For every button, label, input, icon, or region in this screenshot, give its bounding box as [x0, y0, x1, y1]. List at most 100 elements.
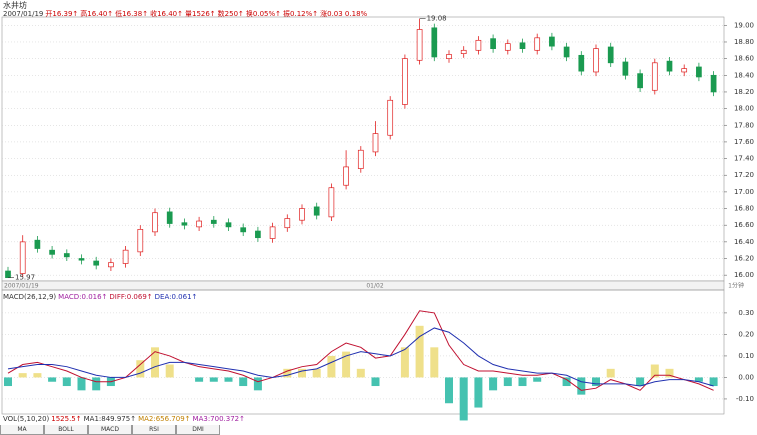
candle-body — [34, 239, 41, 249]
candle-body — [519, 42, 526, 49]
indicator-tabs: MA BOLL MACD RSI DMI — [0, 425, 220, 435]
candle-body — [696, 66, 702, 78]
min-label: 15.97 — [15, 274, 35, 282]
info-field: 低16.38↑ — [115, 10, 149, 18]
candle-body — [387, 99, 394, 136]
macd-bar — [503, 377, 512, 387]
y-tick-label: 0.30 — [738, 309, 754, 317]
y-tick-label: -0.10 — [736, 395, 754, 403]
tab[interactable]: MACD — [88, 425, 132, 435]
tab[interactable]: BOLL — [44, 425, 88, 435]
candle-body — [122, 249, 129, 264]
y-tick-label: 0.10 — [738, 352, 754, 360]
y-tick-label: 17.20 — [734, 171, 754, 179]
legend-item: 1525.5↑ — [51, 415, 82, 423]
candle-body — [607, 46, 614, 64]
candle-body — [63, 253, 70, 258]
candle-body — [622, 61, 629, 76]
macd-bar — [562, 377, 571, 387]
candle-body — [328, 187, 335, 218]
macd-bar — [18, 373, 27, 378]
macd-bar — [665, 368, 674, 378]
legend-item: MA1:849.975↑ — [83, 415, 137, 423]
y-tick-label: 0.00 — [738, 373, 754, 381]
candle-body — [78, 258, 85, 261]
candle-body — [210, 219, 217, 224]
macd-bar — [400, 347, 409, 378]
info-field: 开16.39↑ — [45, 10, 79, 18]
info-field: 量1526↑ — [184, 10, 216, 18]
candle-body — [490, 38, 496, 49]
candle-body — [255, 230, 261, 239]
candle-body — [416, 29, 423, 61]
vol-legend: VOL(5,10,20) 1525.5↑ MA1:849.975↑ MA2:656.7… — [3, 415, 247, 423]
macd-bar — [415, 325, 424, 378]
max-label: 19.08 — [427, 15, 447, 23]
y-tick-label: 16.60 — [734, 221, 754, 229]
candle-body — [666, 60, 673, 72]
x-label: 1分钟 — [728, 282, 744, 290]
quote-info: 2007/01/19 开16.39↑ 高16.40↑ 低16.38↑ 收16.40↑ 量1… — [3, 9, 369, 19]
candle-body — [475, 39, 482, 51]
info-field: 数250↑ — [217, 10, 244, 18]
macd-bar — [445, 377, 453, 404]
stock-name: 水井坊 — [3, 1, 27, 10]
tab[interactable]: RSI — [132, 425, 176, 435]
macd-bar — [518, 377, 527, 387]
candle-body — [460, 49, 467, 54]
y-tick-label: 18.20 — [734, 88, 754, 96]
candle-body — [681, 68, 688, 73]
candle-body — [343, 166, 349, 186]
macd-bar — [592, 377, 600, 387]
y-tick-label: 16.20 — [734, 255, 754, 263]
legend-item: VOL(5,10,20) — [3, 415, 50, 423]
macd-bar — [533, 377, 542, 382]
macd-bar — [489, 377, 498, 391]
y-tick-label: 18.60 — [734, 55, 754, 63]
y-tick-label: 18.40 — [734, 71, 754, 79]
candle-body — [313, 206, 320, 216]
legend-item: MACD(26,12,9) — [3, 293, 57, 301]
macd-bar — [33, 373, 42, 378]
candle-body — [152, 212, 158, 233]
macd-bar — [151, 347, 159, 378]
macd-bar — [342, 351, 351, 378]
macd-bar — [459, 377, 468, 421]
macd-bar — [239, 377, 248, 387]
y-tick-label: 16.80 — [734, 205, 754, 213]
y-tick-label: 0.20 — [738, 330, 754, 338]
info-field: 换0.05%↑ — [245, 10, 282, 18]
candle-body — [431, 27, 438, 58]
macd-bar — [709, 377, 718, 387]
chart: 2007/01/19 01/02 1分钟 16.00 16.20 16.40 16.60 16… — [1, 15, 754, 421]
macd-bar — [283, 368, 292, 378]
candle-body — [563, 46, 570, 58]
x-label: 01/02 — [366, 283, 383, 290]
tab[interactable]: MA — [0, 425, 44, 435]
macd-legend: MACD(26,12,9) MACD:0.016↑ DIFF:0.069↑ DEA:0… — [3, 293, 199, 301]
legend-item: MA3:700.372↑ — [192, 415, 245, 423]
macd-bar — [48, 377, 57, 382]
candle-body — [372, 133, 379, 153]
legend-item: MACD:0.016↑ — [58, 293, 108, 301]
tab[interactable]: DMI — [176, 425, 220, 435]
candle-body — [651, 62, 658, 91]
macd-bar — [694, 377, 703, 382]
macd-bar — [136, 360, 145, 378]
candle-body — [637, 73, 643, 89]
macd-bar — [327, 355, 336, 378]
candle-body — [196, 220, 202, 228]
candle-body — [49, 249, 55, 255]
macd-bar — [312, 368, 321, 378]
info-field: 涨0.03 0.18% — [320, 10, 368, 18]
candle-body — [578, 54, 585, 72]
x-label: 2007/01/19 — [4, 283, 39, 290]
y-tick-label: 17.40 — [734, 155, 754, 163]
candle-body — [181, 222, 188, 226]
y-tick-label: 18.00 — [734, 105, 754, 113]
macd-bar — [298, 368, 306, 378]
macd-bar — [577, 377, 586, 395]
macd-bar — [474, 377, 483, 408]
y-tick-label: 18.80 — [734, 38, 754, 46]
info-field: 2007/01/19 — [3, 10, 44, 18]
